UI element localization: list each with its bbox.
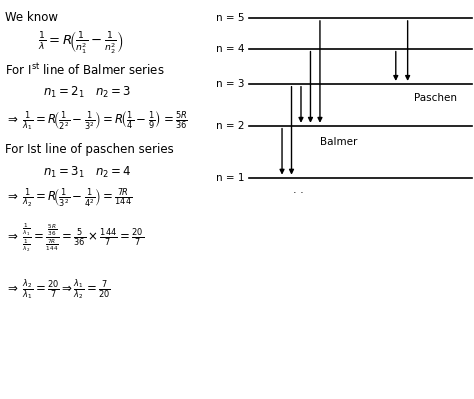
Text: For Ist line of paschen series: For Ist line of paschen series [5, 143, 173, 156]
Text: $\Rightarrow\; \frac{\frac{1}{\lambda_1}}{\frac{1}{\lambda_2}} = \frac{\frac{5R}: $\Rightarrow\; \frac{\frac{1}{\lambda_1}… [5, 221, 144, 254]
Text: $n_1 = 2_1 \quad n_2 = 3$: $n_1 = 2_1 \quad n_2 = 3$ [43, 85, 131, 100]
Text: $\Rightarrow\; \frac{\lambda_2}{\lambda_1} = \frac{20}{7} \Rightarrow \frac{\lam: $\Rightarrow\; \frac{\lambda_2}{\lambda_… [5, 277, 110, 302]
Text: We know: We know [5, 12, 58, 24]
Text: Paschen: Paschen [414, 93, 457, 103]
Text: $\Rightarrow\; \frac{1}{\lambda_1} = R\!\left(\frac{1}{2^2} - \frac{1}{3^2}\righ: $\Rightarrow\; \frac{1}{\lambda_1} = R\!… [5, 109, 188, 132]
Text: Balmer: Balmer [320, 136, 357, 147]
Text: n = 2: n = 2 [216, 120, 244, 131]
Text: $\Rightarrow\; \frac{1}{\lambda_2} = R\!\left(\frac{1}{3^2} - \frac{1}{4^2}\righ: $\Rightarrow\; \frac{1}{\lambda_2} = R\!… [5, 187, 132, 210]
Text: $n_1 = 3_1 \quad n_2 = 4$: $n_1 = 3_1 \quad n_2 = 4$ [43, 165, 131, 180]
Text: n = 1: n = 1 [216, 172, 244, 183]
Text: n = 5: n = 5 [216, 13, 244, 23]
Text: $\frac{1}{\lambda} = R\!\left(\frac{1}{n_1^2} - \frac{1}{n_2^2}\right)$: $\frac{1}{\lambda} = R\!\left(\frac{1}{n… [38, 29, 124, 55]
Text: n = 4: n = 4 [216, 43, 244, 54]
Text: n = 3: n = 3 [216, 79, 244, 89]
Text: . .: . . [293, 184, 304, 195]
Text: For I$^{\mathrm{st}}$ line of Balmer series: For I$^{\mathrm{st}}$ line of Balmer ser… [5, 62, 164, 78]
